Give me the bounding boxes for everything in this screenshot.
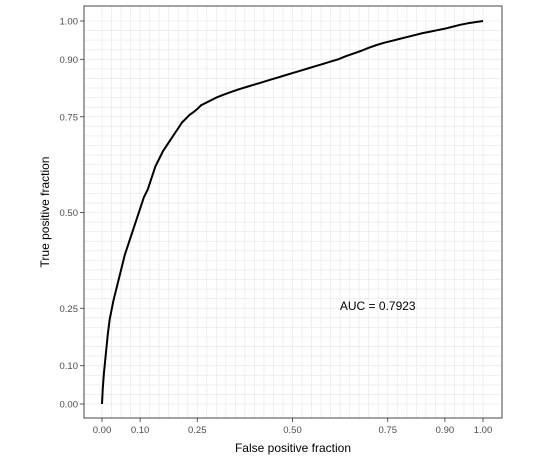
x-tick-label: 0.00 <box>93 425 112 436</box>
x-axis-ticks: 0.00 0.10 0.25 0.50 0.75 0.90 1.00 <box>93 418 493 436</box>
y-tick-label: 0.50 <box>60 208 79 219</box>
x-axis-label: False positive fraction <box>235 441 351 455</box>
y-tick-label: 0.75 <box>60 112 79 123</box>
panel-border <box>83 5 503 419</box>
y-tick-label: 0.10 <box>60 361 79 372</box>
y-tick-label: 0.00 <box>60 400 79 411</box>
y-tick-label: 0.90 <box>60 55 79 66</box>
x-tick-label: 0.10 <box>131 425 150 436</box>
y-axis-ticks: 0.00 0.10 0.25 0.50 0.75 0.90 1.00 <box>60 17 84 411</box>
x-tick-label: 0.25 <box>188 425 207 436</box>
y-tick-label: 1.00 <box>60 17 79 28</box>
y-tick-label: 0.25 <box>60 304 79 315</box>
x-tick-label: 1.00 <box>474 425 493 436</box>
x-tick-label: 0.75 <box>379 425 398 436</box>
x-tick-label: 0.90 <box>436 425 455 436</box>
x-tick-label: 0.50 <box>283 425 302 436</box>
grid <box>84 6 502 418</box>
auc-annotation: AUC = 0.7923 <box>340 299 416 313</box>
roc-curve-line <box>101 20 484 405</box>
y-axis-label: True positive fraction <box>38 157 52 268</box>
